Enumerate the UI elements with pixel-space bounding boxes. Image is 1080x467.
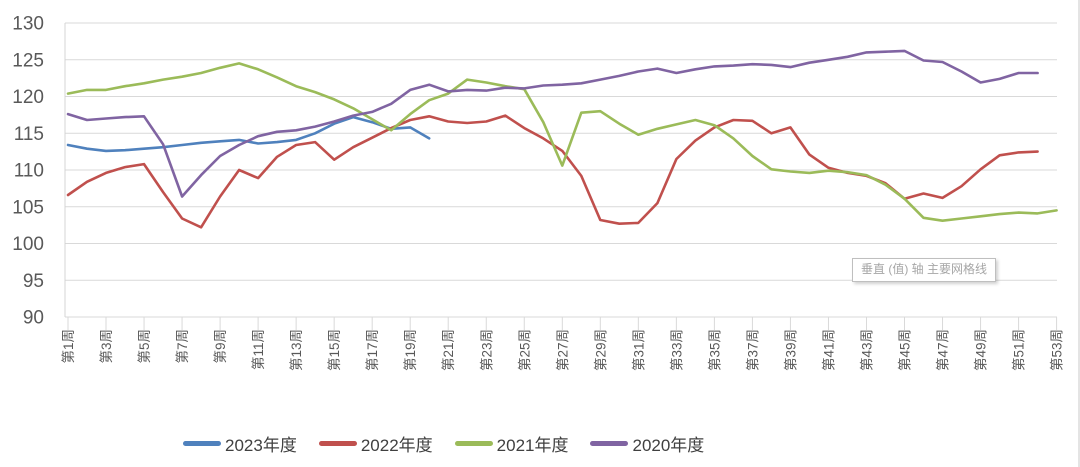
- x-axis-label: 第9周: [212, 329, 228, 364]
- x-axis-label: 第35周: [706, 329, 722, 371]
- legend-item-2020年度[interactable]: 2020年度: [590, 431, 704, 456]
- series-line-1-2022年度[interactable]: [66, 114, 1039, 229]
- y-axis-label: 90: [23, 308, 44, 329]
- x-axis-label: 第3周: [98, 329, 114, 364]
- x-axis-label: 第45周: [897, 329, 913, 371]
- x-axis-label: 第53周: [1049, 329, 1065, 371]
- x-axis-label: 第17周: [364, 329, 380, 371]
- legend-line-swatch: [590, 440, 629, 446]
- chart-legend: 2023年度 2022年度 2021年度 2020年度: [183, 428, 704, 458]
- legend-item-2022年度[interactable]: 2022年度: [318, 431, 433, 456]
- legend-line-swatch: [183, 440, 221, 446]
- x-axis-label: 第41周: [820, 329, 836, 371]
- legend-label: 2021年度: [496, 435, 569, 455]
- x-axis-label: 第19周: [402, 329, 418, 371]
- x-axis-label: 第11周: [250, 329, 266, 370]
- y-axis-label: 130: [12, 14, 44, 35]
- x-axis-label: 第7周: [174, 329, 190, 364]
- x-axis-label: 第13周: [288, 329, 304, 371]
- y-axis-label: 95: [23, 271, 44, 292]
- legend-item-2023年度[interactable]: 2023年度: [183, 431, 297, 456]
- legend-line-swatch: [318, 440, 357, 446]
- x-axis-label: 第23周: [478, 329, 494, 371]
- x-axis-label: 第31周: [630, 329, 646, 371]
- x-axis-label: 第21周: [440, 329, 456, 371]
- legend-item-2021年度[interactable]: 2021年度: [454, 431, 569, 456]
- x-axis-label: 第33周: [668, 329, 684, 371]
- x-axis-label: 第47周: [935, 329, 951, 371]
- legend-line-swatch: [454, 440, 493, 446]
- x-axis-label: 第43周: [858, 329, 874, 371]
- x-axis-label: 第15周: [326, 329, 342, 371]
- x-axis-label: 第39周: [782, 329, 798, 371]
- axis-hover-tooltip: 垂直 (值) 轴 主要网格线: [852, 258, 996, 282]
- y-axis-label: 110: [14, 161, 44, 182]
- x-axis-label: 第5周: [136, 329, 152, 364]
- series-line-2-2021年度[interactable]: [66, 62, 1058, 222]
- x-axis-label: 第29周: [592, 329, 608, 371]
- y-axis-label: 115: [14, 124, 44, 145]
- legend-label: 2020年度: [632, 435, 705, 455]
- x-axis-label: 第1周: [60, 329, 76, 364]
- x-axis-label: 第27周: [554, 329, 570, 371]
- legend-label: 2023年度: [225, 435, 297, 455]
- x-axis-label: 第25周: [516, 329, 532, 371]
- x-axis-label: 第37周: [744, 329, 760, 371]
- y-axis-label: 105: [12, 197, 44, 218]
- window-right-border: [1078, 0, 1080, 467]
- y-axis-label: 125: [12, 50, 44, 71]
- series-line-3-2020年度[interactable]: [66, 49, 1039, 198]
- x-axis-label: 第51周: [1011, 329, 1027, 371]
- y-axis-label: 100: [12, 234, 44, 255]
- y-axis-label: 120: [12, 87, 44, 108]
- x-axis-label: 第49周: [973, 329, 989, 371]
- legend-label: 2022年度: [360, 435, 433, 455]
